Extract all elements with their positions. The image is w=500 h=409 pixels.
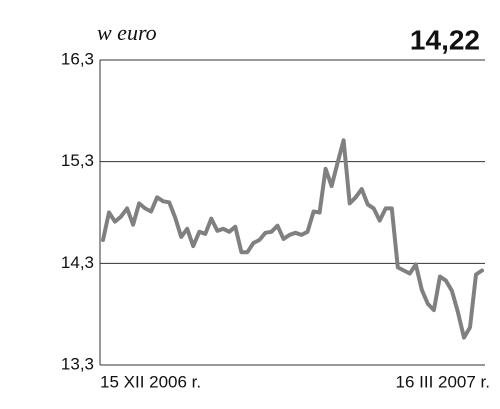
y-tick-label: 14,3	[61, 253, 94, 272]
unit-label: w euro	[97, 20, 157, 45]
headline-value: 14,22	[410, 24, 480, 55]
y-tick-label: 15,3	[61, 151, 94, 170]
price-line	[101, 138, 484, 340]
y-tick-label: 13,3	[61, 354, 94, 373]
x-tick-label: 15 XII 2006 r.	[100, 372, 201, 391]
y-tick-label: 16,3	[61, 49, 94, 68]
x-tick-label: 16 III 2007 r.	[395, 372, 490, 391]
